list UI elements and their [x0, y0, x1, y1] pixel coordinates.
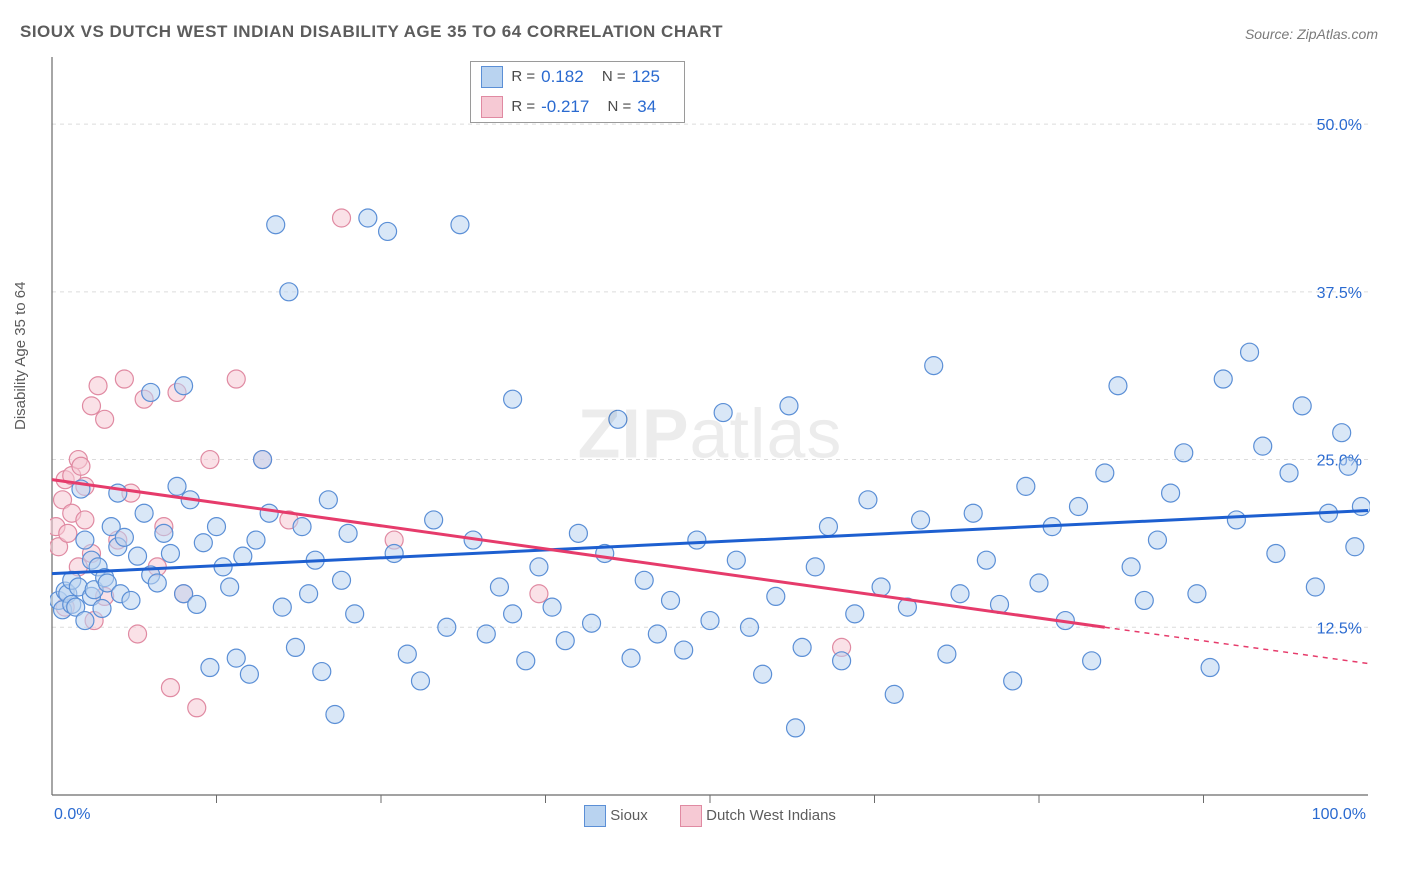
svg-text:37.5%: 37.5% [1317, 285, 1362, 302]
legend-swatch-series2 [481, 96, 503, 118]
legend-label-series1: Sioux [610, 807, 648, 824]
source-label: Source: ZipAtlas.com [1245, 26, 1378, 42]
series-legend: Sioux Dutch West Indians [50, 805, 1370, 827]
legend-row-series1: R =0.182 N =125 [471, 62, 684, 92]
svg-text:12.5%: 12.5% [1317, 620, 1362, 637]
correlation-legend: R =0.182 N =125 R =-0.217 N =34 [470, 61, 685, 123]
n-value-series1: 125 [632, 64, 660, 90]
r-value-series2: -0.217 [541, 94, 589, 120]
legend-swatch-series1 [481, 66, 503, 88]
legend-swatch-bottom-1 [584, 805, 606, 827]
svg-text:50.0%: 50.0% [1317, 117, 1362, 134]
legend-row-series2: R =-0.217 N =34 [471, 92, 684, 122]
scatter-plot: 12.5%25.0%37.5%50.0%0.0%100.0% ZIPatlas … [50, 55, 1370, 825]
legend-swatch-bottom-2 [680, 805, 702, 827]
n-value-series2: 34 [637, 94, 656, 120]
legend-label-series2: Dutch West Indians [706, 807, 836, 824]
y-axis-label: Disability Age 35 to 64 [12, 282, 29, 430]
chart-title: SIOUX VS DUTCH WEST INDIAN DISABILITY AG… [20, 22, 723, 42]
r-value-series1: 0.182 [541, 64, 584, 90]
